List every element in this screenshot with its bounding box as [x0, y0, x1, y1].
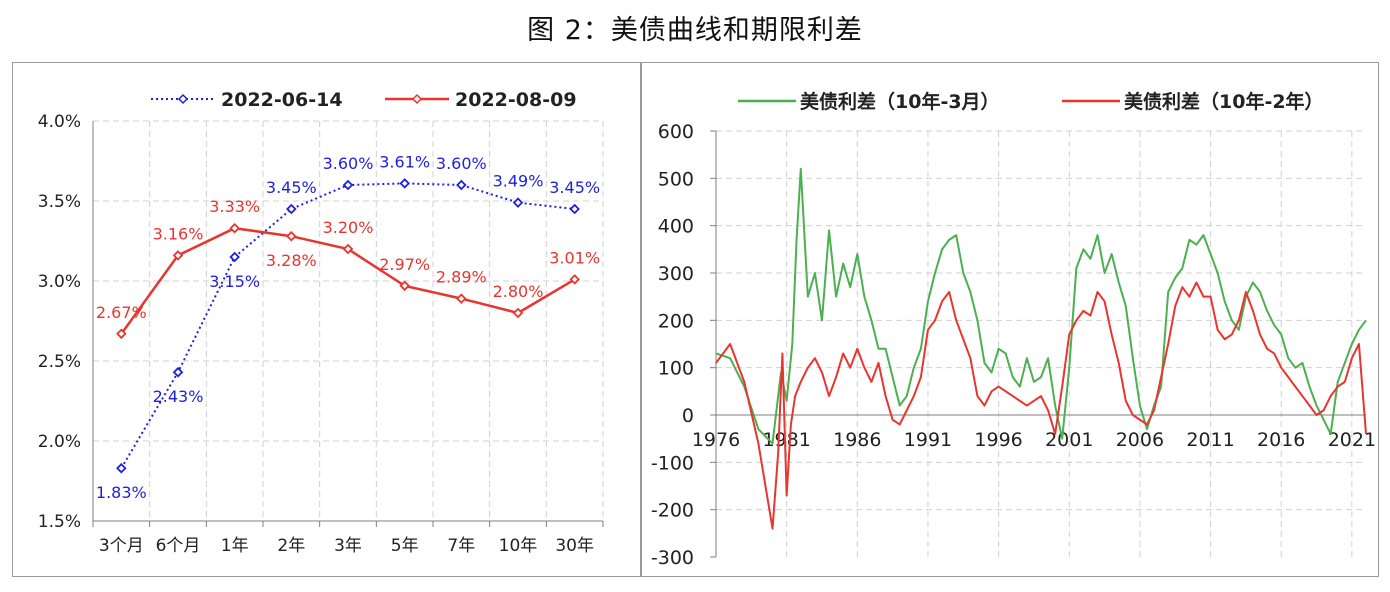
legend-label: 2022-08-09 [455, 89, 577, 111]
y-tick-label: 100 [658, 358, 694, 380]
legend-label: 美债利差（10年-3月） [800, 90, 1000, 113]
y-tick-label: 200 [658, 310, 694, 332]
x-tick-label: 2006 [1116, 429, 1164, 451]
data-point-marker [229, 251, 240, 263]
x-tick-label: 2011 [1186, 429, 1234, 451]
y-tick-label: 2.0% [38, 432, 81, 452]
y-tick-label: -100 [651, 452, 694, 474]
data-label: 3.45% [549, 178, 600, 197]
y-tick-label: 3.0% [38, 272, 81, 292]
data-point-marker [116, 462, 127, 474]
y-tick-label: 400 [658, 216, 694, 238]
data-label: 2.43% [153, 387, 204, 406]
legend-label: 2022-06-14 [221, 89, 343, 111]
data-label: 3.33% [209, 197, 260, 216]
data-label: 2.67% [96, 303, 147, 322]
data-point-marker [569, 274, 580, 285]
x-tick-label: 1991 [904, 429, 952, 451]
data-label: 3.61% [379, 152, 430, 171]
x-tick-label: 3年 [334, 536, 362, 556]
legend-label: 美债利差（10年-2年） [1124, 90, 1324, 113]
data-point-marker [399, 178, 410, 189]
data-label: 3.28% [266, 251, 317, 270]
x-tick-label: 6个月 [156, 536, 201, 556]
x-tick-label: 1976 [692, 429, 740, 451]
data-label: 3.16% [153, 224, 204, 243]
x-tick-label: 7年 [447, 536, 475, 556]
data-label: 3.60% [436, 154, 487, 173]
y-tick-label: 500 [658, 168, 694, 190]
yield-curve-chart: 1.5% 2.0% 2.5% 3.0% 3.5% 4.0% 3个月 6个月 1年 2年 3年 5年 7年… [38, 89, 604, 556]
data-label: 3.15% [209, 272, 260, 291]
data-point-marker [172, 250, 184, 261]
x-tick-label: 2年 [277, 536, 305, 556]
data-point-marker [569, 203, 580, 215]
data-point-marker [512, 307, 524, 319]
data-label: 2.97% [379, 255, 430, 274]
data-point-marker [512, 197, 524, 208]
y-tick-label: 0 [682, 405, 694, 427]
y-tick-label: 4.0% [38, 112, 81, 132]
x-tick-label: 2001 [1045, 429, 1093, 451]
data-label: 3.01% [549, 248, 600, 267]
x-tick-label: 30年 [555, 536, 594, 556]
y-tick-label: 3.5% [38, 192, 81, 212]
x-tick-label: 3个月 [99, 536, 144, 556]
figure-title: 图 2：美债曲线和期限利差 [527, 15, 863, 46]
legend-marker [177, 93, 189, 105]
data-label: 1.83% [96, 483, 147, 502]
data-point-marker [456, 179, 467, 191]
x-tick-label: 2021 [1328, 429, 1376, 451]
x-tick-label: 10年 [499, 536, 538, 556]
data-label: 2.89% [436, 268, 487, 287]
y-tick-label: 300 [658, 263, 694, 285]
y-tick-label: 600 [658, 121, 694, 143]
y-tick-label: 1.5% [38, 512, 81, 532]
data-point-marker [172, 366, 184, 378]
y-tick-label: -300 [651, 547, 694, 569]
data-point-marker [286, 203, 297, 215]
x-tick-label: 1年 [221, 536, 249, 556]
data-point-marker [229, 222, 240, 234]
data-label: 3.20% [323, 218, 374, 237]
x-tick-label: 1996 [974, 429, 1022, 451]
data-label: 3.45% [266, 178, 317, 197]
left-chart-panel: 1.5% 2.0% 2.5% 3.0% 3.5% 4.0% 3个月 6个月 1年 2年 3年 5年 7年… [12, 62, 641, 577]
y-tick-label: 2.5% [38, 352, 81, 372]
data-point-marker [456, 293, 467, 304]
series-line-10y-3m [715, 167, 1367, 445]
data-point-marker [342, 179, 354, 191]
data-point-marker [286, 230, 297, 242]
data-point-marker [342, 243, 354, 255]
x-tick-label: 1986 [833, 429, 881, 451]
legend-marker [411, 93, 423, 105]
series-line-10y-2y [715, 281, 1367, 530]
data-label: 2.80% [493, 282, 544, 301]
y-tick-label: -200 [651, 500, 694, 522]
x-tick-label: 2016 [1257, 429, 1305, 451]
data-label: 3.60% [323, 154, 374, 173]
data-point-marker [116, 328, 127, 340]
x-tick-label: 5年 [391, 536, 419, 556]
right-chart-panel: -300 -200 -100 0 100 200 300 400 500 600 1976 1981 1… [641, 62, 1379, 577]
data-point-marker [399, 280, 410, 292]
data-label: 3.49% [493, 172, 544, 191]
